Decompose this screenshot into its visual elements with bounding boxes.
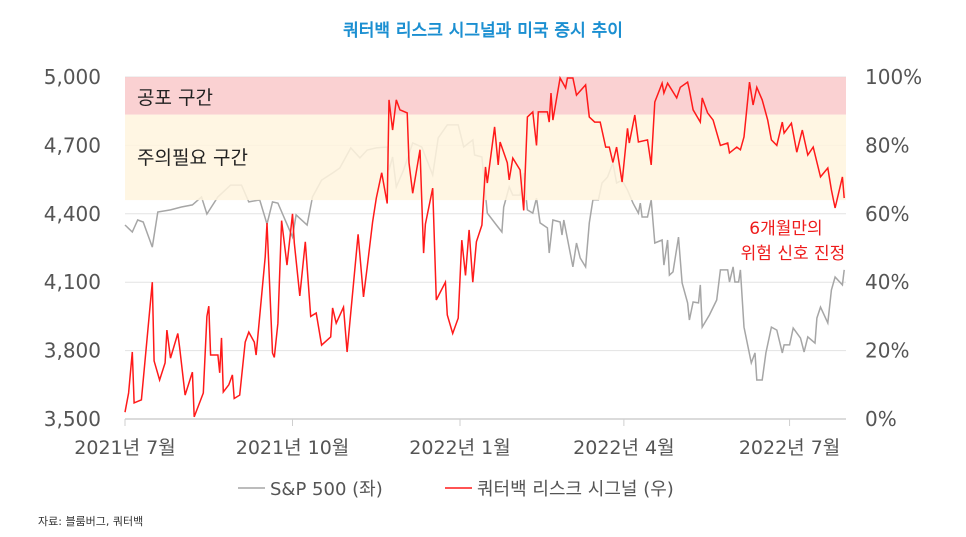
x-tick-label: 2021년 7월 — [74, 437, 175, 459]
source-note: 자료: 블룸버그, 쿼터백 — [38, 515, 144, 528]
y-right-tick-label: 100% — [865, 65, 922, 89]
y-left-tick-label: 3,800 — [44, 339, 101, 363]
x-tick-label: 2022년 4월 — [573, 437, 674, 459]
y-left-tick-label: 3,500 — [44, 407, 101, 431]
x-tick-label: 2022년 7월 — [739, 437, 840, 459]
y-left-tick-label: 5,000 — [44, 65, 101, 89]
legend-label-sp500: S&P 500 (좌) — [270, 479, 383, 500]
annotation-line: 6개월만의 — [749, 219, 822, 239]
risk-signal-line — [124, 75, 845, 418]
legend-label-risk-signal: 쿼터백 리스크 시그널 (우) — [477, 479, 674, 500]
y-left-tick-label: 4,400 — [44, 202, 101, 226]
annotation-line: 위험 신호 진정 — [741, 244, 846, 264]
y-right-tick-label: 20% — [865, 339, 909, 363]
fear-band — [125, 77, 846, 115]
caution-band — [125, 114, 846, 201]
y-left-tick-label: 4,100 — [44, 270, 101, 294]
y-right-tick-label: 60% — [865, 202, 909, 226]
chart-title: 쿼터백 리스크 시그널과 미국 증시 추이 — [343, 21, 623, 41]
fear-band-label: 공포 구간 — [137, 87, 213, 109]
y-right-tick-label: 0% — [865, 407, 897, 431]
y-right-tick-label: 80% — [865, 133, 909, 157]
sp500-line — [124, 124, 845, 381]
x-tick-label: 2021년 10월 — [236, 437, 350, 459]
x-tick-label: 2022년 1월 — [409, 437, 510, 459]
y-right-tick-label: 40% — [865, 270, 909, 294]
caution-band-label: 주의필요 구간 — [137, 147, 248, 169]
y-left-tick-label: 4,700 — [44, 133, 101, 157]
